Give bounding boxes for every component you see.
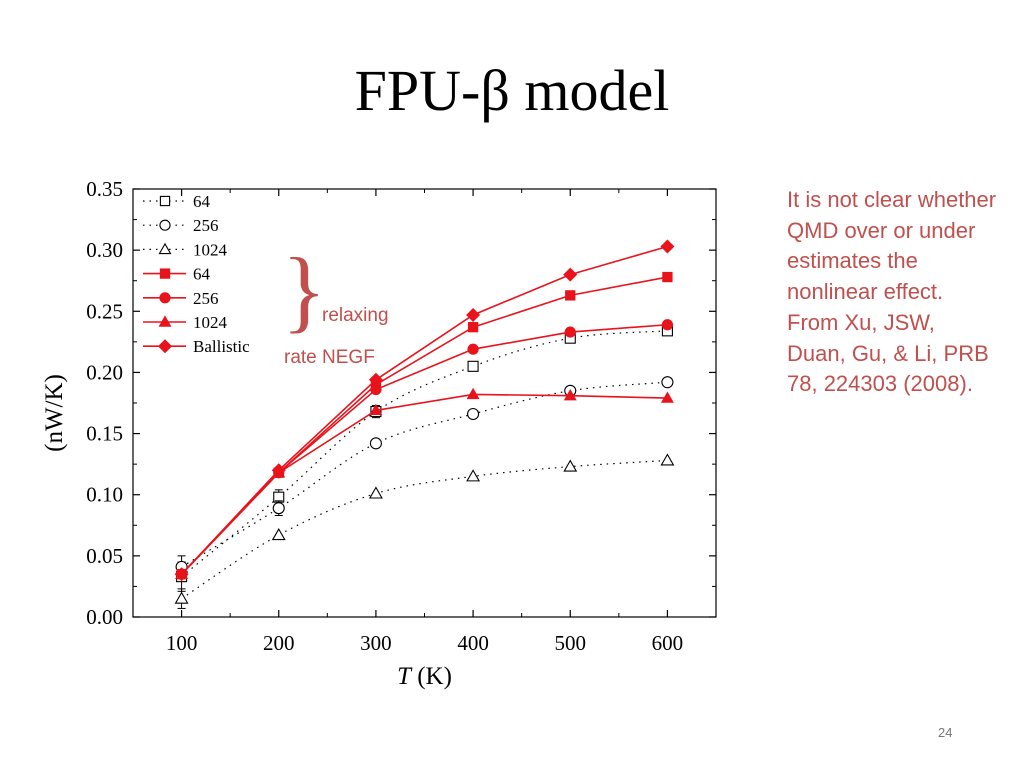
legend-label: 256 [193,216,219,235]
legend-marker [158,242,172,255]
series-line [181,276,668,575]
x-tick-label: 500 [555,631,587,655]
side-note: It is not clear whether QMD over or unde… [787,187,997,397]
plot-area: 0.00 0.05 0.10 0.15 0.20 0.25 0.30 0.35 100 200 30… [41,177,717,690]
y-tick-label: 0.10 [86,483,123,507]
legend-marker [158,315,172,327]
x-axis-label: T (K) [397,663,452,690]
data-point [174,567,189,582]
y-tick-label: 0.05 [86,544,123,568]
x-tick-label: 400 [457,631,489,655]
series-negf-256 [175,319,674,580]
series-qmd-1024 [174,453,675,609]
x-tick-label: 600 [652,631,684,655]
series-line [181,323,668,575]
data-point [271,527,286,541]
data-point [466,469,481,482]
data-point [660,391,674,403]
series-line [181,459,668,600]
data-point [467,360,479,372]
data-point [661,376,674,389]
data-point [369,403,383,416]
data-point [563,459,578,472]
slide-title: FPU-β model [354,58,670,123]
x-tick-label: 100 [166,631,198,655]
data-point [368,486,383,499]
data-point [466,387,480,400]
data-point [368,372,383,387]
data-point [564,326,576,338]
legend: 64 256 1024 64 256 1024 Ballistic [143,192,250,356]
y-tick-label: 0.20 [86,360,123,384]
page-number: 24 [938,725,953,740]
data-point [467,407,480,421]
legend-marker [159,195,171,207]
legend-label: 64 [193,265,211,284]
data-point [466,307,481,322]
data-point [272,502,285,515]
brace-label-rate-negf: rate NEGF [284,347,375,368]
series-line [181,330,668,578]
series-line [180,245,668,575]
brace-label-relaxing: relaxing [322,305,389,326]
y-tick-label: 0.00 [86,605,123,629]
legend-label: 1024 [193,240,228,259]
y-tick-label: 0.15 [86,422,123,446]
data-point [660,453,675,466]
data-point [369,437,382,450]
legend-label: 256 [193,289,219,308]
series-negf-1024 [175,387,674,579]
y-axis-label: (nW/K) [41,374,68,452]
data-point [467,343,479,355]
legend-label: Ballistic [193,337,250,356]
legend-marker [158,339,172,354]
legend-label: 1024 [193,313,228,332]
y-tick-label: 0.35 [86,177,123,201]
data-point [661,319,674,331]
y-tick-label: 0.30 [86,238,123,262]
y-tick-label: 0.25 [86,299,123,323]
legend-marker [159,292,171,304]
data-point [271,463,286,478]
data-point [174,591,189,604]
data-point [467,322,479,333]
legend-marker [159,219,171,231]
x-tick-label: 300 [360,631,392,655]
series-line [181,381,668,568]
series-qmd-64 [176,325,673,592]
legend-label: 64 [193,192,211,211]
series-negf-ballistic [174,239,675,582]
data-point [563,267,578,282]
data-point [565,290,576,301]
data-point [662,271,673,283]
data-point [660,239,675,254]
legend-marker [159,268,171,279]
series-line [181,393,668,575]
data-point [563,389,577,401]
brace-icon: } [282,239,327,341]
series-negf-64 [176,271,673,580]
series-qmd-256 [175,376,674,579]
x-tick-label: 200 [263,631,295,655]
